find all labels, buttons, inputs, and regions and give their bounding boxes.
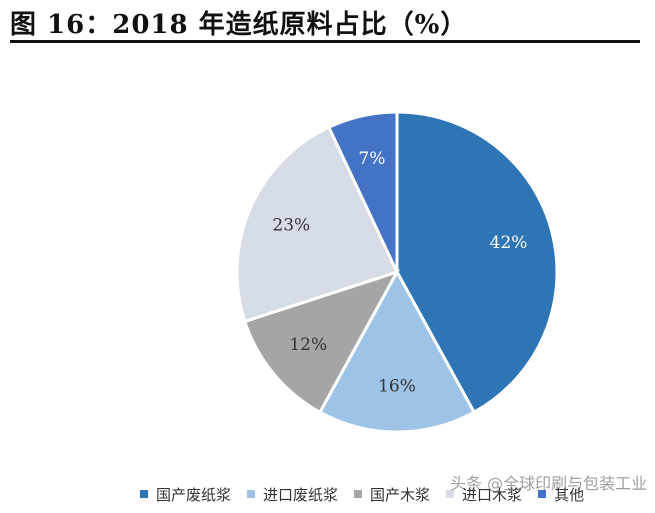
watermark: 头条 @全球印刷与包装工业 xyxy=(450,474,648,493)
pie-chart: 42% 16% 12% 23% 7% xyxy=(235,110,559,434)
legend-label: 国产废纸浆 xyxy=(156,485,232,504)
legend-swatch xyxy=(538,490,547,498)
legend-label: 其他 xyxy=(554,485,585,504)
legend-swatch xyxy=(446,490,455,498)
pie-slice-4 xyxy=(326,110,399,273)
legend-item-4: 其他 xyxy=(538,484,584,505)
legend-item-1: 进口废纸浆 xyxy=(247,484,338,505)
slice-label-3: 23% xyxy=(272,216,310,236)
slice-label-0: 42% xyxy=(490,233,528,253)
legend-label: 进口废纸浆 xyxy=(263,485,339,504)
pie-slice-0 xyxy=(395,110,559,415)
legend-item-2: 国产木浆 xyxy=(354,484,430,505)
slice-label-2: 12% xyxy=(289,335,327,355)
title-area: 图 16：2018 年造纸原料占比（%） xyxy=(0,0,655,44)
page-title: 图 16：2018 年造纸原料占比（%） xyxy=(10,10,468,40)
chart-area: 42% 16% 12% 23% 7% 国产废纸浆 进口废纸浆 国产木浆 进口木浆 其他 xyxy=(0,50,655,513)
pie-slice-1 xyxy=(317,268,477,434)
legend-swatch xyxy=(354,490,363,498)
slice-label-4: 7% xyxy=(358,149,385,169)
legend-swatch xyxy=(247,490,256,498)
legend-label: 国产木浆 xyxy=(370,485,431,504)
pie-slice-2 xyxy=(242,269,401,415)
chart-legend: 国产废纸浆 进口废纸浆 国产木浆 进口木浆 其他 xyxy=(140,482,600,506)
legend-label: 进口木浆 xyxy=(462,485,523,504)
legend-item-3: 进口木浆 xyxy=(446,484,522,505)
slice-label-1: 16% xyxy=(378,377,416,397)
legend-swatch xyxy=(140,490,148,498)
legend-item-0: 国产废纸浆 xyxy=(140,484,231,505)
title-divider xyxy=(10,40,640,43)
pie-slice-3 xyxy=(235,125,400,324)
